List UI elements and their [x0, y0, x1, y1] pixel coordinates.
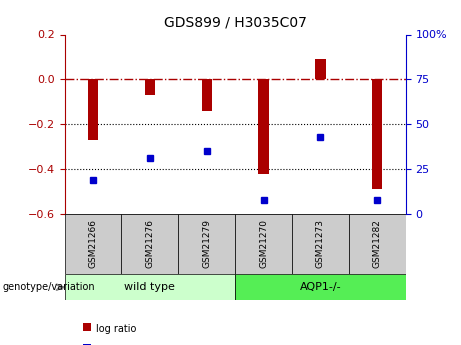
Text: AQP1-/-: AQP1-/- [300, 282, 341, 292]
Text: GSM21273: GSM21273 [316, 219, 325, 268]
Bar [178, 214, 235, 274]
Bar [235, 274, 406, 300]
Bar [145, 79, 155, 95]
Text: GSM21276: GSM21276 [145, 219, 154, 268]
Bar [259, 79, 269, 174]
Bar [292, 214, 349, 274]
Bar [315, 59, 325, 79]
Text: GSM21266: GSM21266 [89, 219, 97, 268]
Bar [235, 214, 292, 274]
Bar [83, 344, 91, 345]
Bar [201, 79, 212, 111]
Bar [83, 323, 91, 331]
Bar [88, 79, 98, 140]
Bar [121, 214, 178, 274]
Bar [349, 214, 406, 274]
Bar [65, 274, 235, 300]
Title: GDS899 / H3035C07: GDS899 / H3035C07 [164, 15, 307, 29]
Text: wild type: wild type [124, 282, 175, 292]
Text: genotype/variation: genotype/variation [2, 282, 95, 292]
Text: log ratio: log ratio [96, 324, 136, 334]
Text: GSM21282: GSM21282 [373, 219, 382, 268]
Bar [65, 214, 121, 274]
Bar [372, 79, 382, 189]
Text: GSM21279: GSM21279 [202, 219, 211, 268]
Text: GSM21270: GSM21270 [259, 219, 268, 268]
